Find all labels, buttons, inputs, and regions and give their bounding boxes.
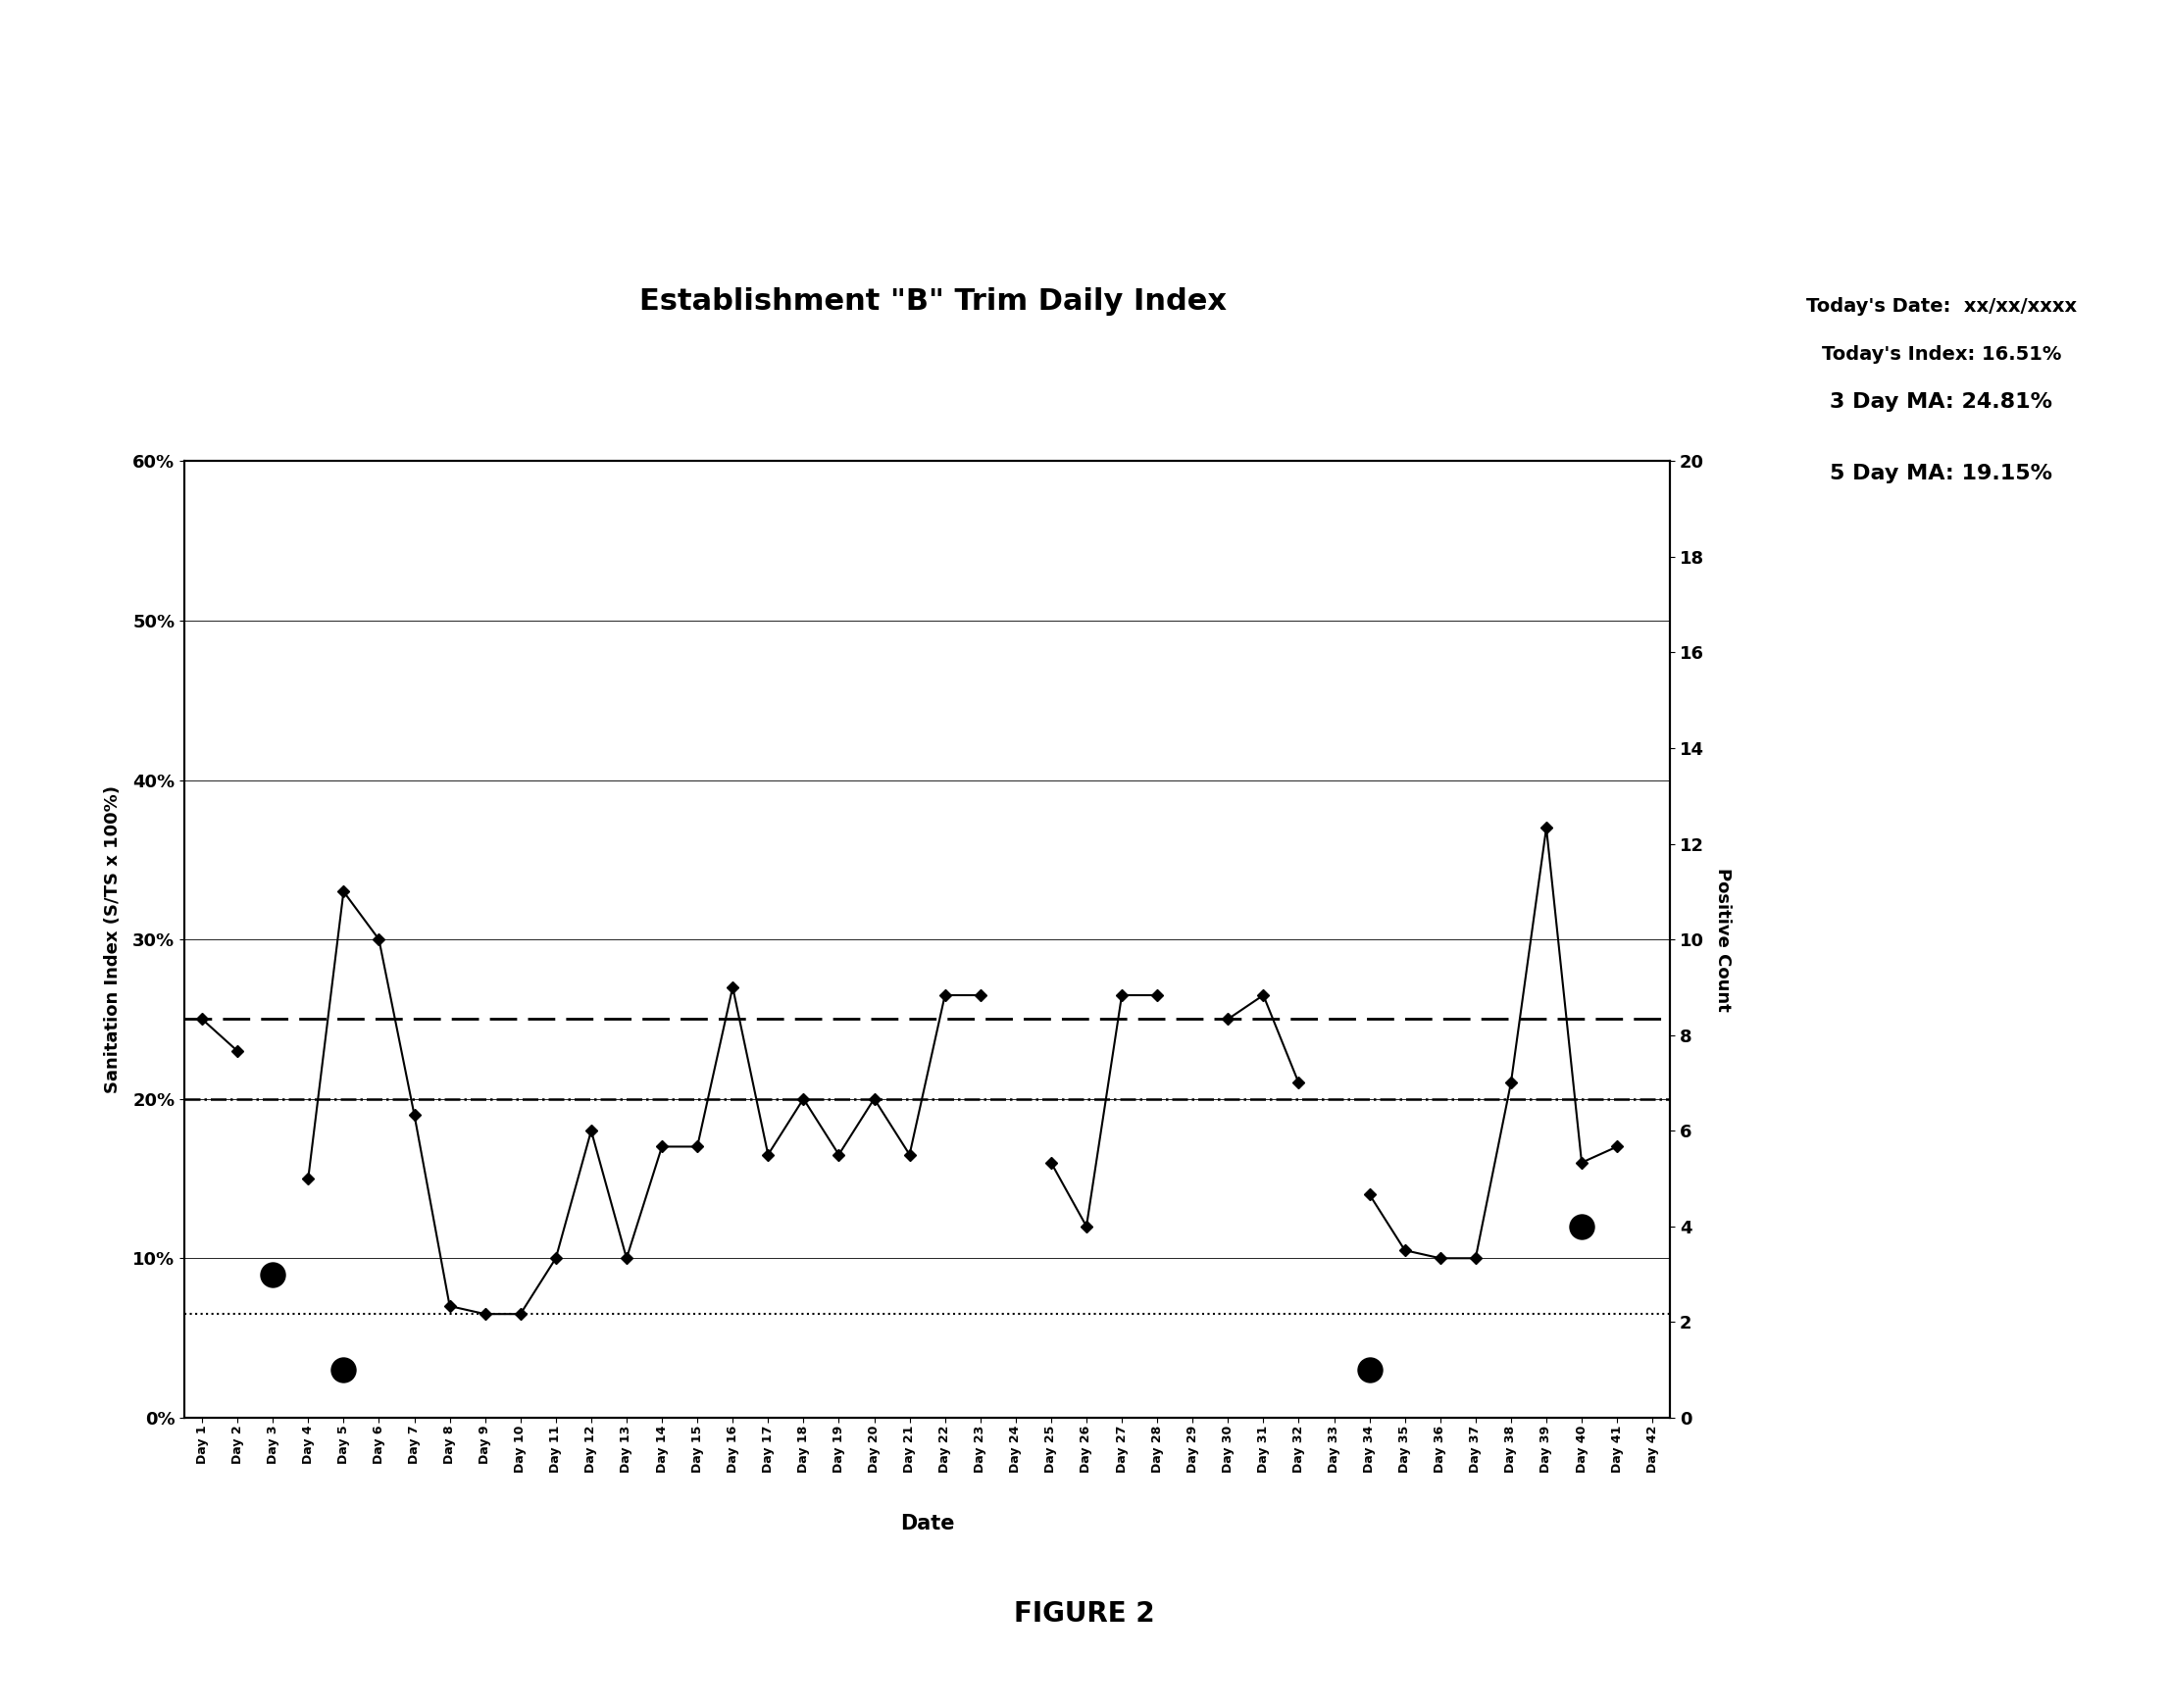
Y-axis label: Sanitation Index (S/TS x 100%): Sanitation Index (S/TS x 100%) bbox=[104, 786, 121, 1093]
Text: Today's Date:  xx/xx/xxxx: Today's Date: xx/xx/xxxx bbox=[1807, 297, 2076, 316]
Y-axis label: Positive Count: Positive Count bbox=[1714, 868, 1731, 1011]
Text: 3 Day MA: 24.81%: 3 Day MA: 24.81% bbox=[1831, 393, 2052, 412]
X-axis label: Date: Date bbox=[900, 1513, 954, 1534]
Text: FIGURE 2: FIGURE 2 bbox=[1015, 1600, 1154, 1628]
Text: Establishment "B" Trim Daily Index: Establishment "B" Trim Daily Index bbox=[640, 287, 1225, 316]
Text: 5 Day MA: 19.15%: 5 Day MA: 19.15% bbox=[1831, 465, 2052, 483]
Text: Today's Index: 16.51%: Today's Index: 16.51% bbox=[1822, 345, 2061, 364]
